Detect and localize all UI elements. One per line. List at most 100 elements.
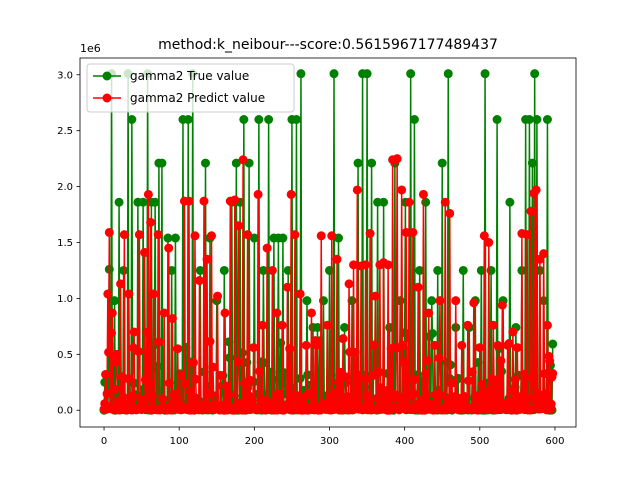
data-point (111, 357, 121, 367)
data-point (528, 371, 538, 381)
y-tick-label: 0.5 (57, 350, 73, 361)
data-point (107, 328, 117, 338)
y-tick-label: 1.0 (57, 294, 73, 305)
x-tick-label: 600 (545, 436, 564, 447)
data-point (262, 243, 272, 253)
data-point (496, 356, 506, 366)
data-point (243, 230, 253, 240)
data-point (447, 378, 457, 388)
data-point (184, 196, 194, 206)
data-point (258, 265, 268, 275)
data-point (183, 115, 193, 124)
data-point (430, 340, 440, 350)
data-point (185, 386, 195, 396)
data-point (302, 296, 312, 306)
data-point (369, 340, 379, 350)
data-point (164, 378, 174, 388)
data-point (490, 375, 500, 385)
x-tick-label: 0 (101, 436, 107, 447)
data-point (296, 69, 306, 79)
data-point (524, 115, 534, 124)
legend-entry: gamma2 True value (93, 69, 249, 83)
data-point (238, 155, 248, 165)
data-point (372, 393, 382, 403)
data-point (153, 230, 163, 240)
data-point (546, 399, 556, 409)
data-point (406, 69, 416, 79)
data-point (104, 227, 114, 237)
data-point (107, 308, 117, 318)
data-point (190, 231, 200, 241)
data-point (399, 357, 409, 367)
data-point (282, 282, 292, 292)
data-point (134, 346, 144, 356)
data-point (103, 289, 113, 299)
data-point (464, 376, 474, 386)
data-point (467, 367, 477, 377)
data-point (199, 196, 209, 206)
data-point (362, 69, 372, 79)
data-point (253, 189, 263, 199)
data-point (458, 265, 468, 275)
data-point (234, 221, 244, 231)
data-point (272, 308, 282, 318)
data-point (306, 388, 316, 398)
data-point (526, 206, 536, 216)
x-tick-label: 100 (170, 436, 189, 447)
data-point (379, 197, 389, 207)
data-point (255, 366, 265, 376)
data-point (352, 185, 362, 195)
data-point (539, 249, 549, 259)
data-point (164, 243, 174, 253)
data-point (497, 300, 507, 310)
data-point (370, 291, 380, 301)
data-point (418, 189, 428, 199)
data-point (207, 231, 217, 241)
data-point (435, 296, 445, 306)
data-point (423, 356, 433, 366)
data-point (327, 231, 337, 241)
data-point (167, 314, 177, 324)
data-point (361, 374, 371, 384)
data-point (101, 369, 111, 379)
data-point (146, 217, 156, 227)
data-point (463, 320, 473, 330)
data-point (440, 197, 450, 207)
data-point (114, 197, 124, 207)
y-axis-offset-label: 1e6 (80, 42, 101, 55)
data-point (258, 320, 268, 330)
data-point (539, 369, 549, 379)
data-point (512, 343, 522, 353)
data-point (340, 322, 350, 332)
data-point (188, 358, 198, 368)
data-point (208, 362, 218, 372)
data-point (509, 386, 519, 396)
data-point (505, 197, 515, 207)
data-point (245, 375, 255, 385)
data-point (338, 334, 348, 344)
data-point (443, 69, 453, 79)
data-point (202, 254, 212, 264)
data-point (349, 260, 359, 270)
data-point (275, 393, 285, 403)
data-point (361, 260, 371, 270)
data-point (492, 115, 502, 124)
data-point (144, 379, 154, 389)
data-point (167, 265, 177, 275)
data-point (519, 369, 529, 379)
data-point (352, 391, 362, 401)
data-point (291, 115, 301, 124)
data-point (219, 265, 229, 275)
data-point (365, 229, 375, 239)
y-tick-label: 0.0 (57, 406, 73, 417)
data-point (206, 389, 216, 399)
data-point (123, 374, 133, 384)
data-point (170, 233, 180, 243)
data-point (548, 369, 558, 379)
data-point (532, 115, 542, 124)
data-point (493, 340, 503, 350)
data-point (409, 115, 419, 124)
data-point (205, 337, 215, 346)
data-point (176, 370, 186, 380)
data-point (515, 392, 525, 402)
